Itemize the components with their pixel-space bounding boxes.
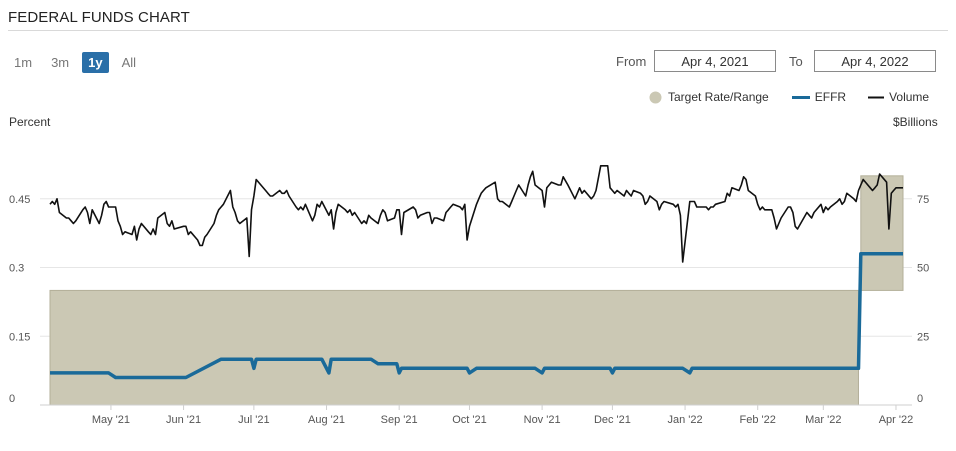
left-tick-label: 0.45 bbox=[9, 194, 30, 206]
legend-target-label: Target Rate/Range bbox=[668, 90, 769, 104]
from-date-input[interactable]: Apr 4, 2021 bbox=[654, 50, 776, 72]
right-tick-label: 25 bbox=[917, 331, 929, 343]
title-divider bbox=[8, 30, 948, 31]
right-tick-label: 50 bbox=[917, 263, 929, 275]
left-axis-title: Percent bbox=[9, 115, 51, 129]
x-tick-label: Feb '22 bbox=[740, 414, 776, 426]
target-range-band bbox=[860, 175, 904, 291]
x-tick-label: Apr '22 bbox=[879, 414, 914, 426]
to-label: To bbox=[789, 54, 803, 69]
x-tick-label: Oct '21 bbox=[452, 414, 487, 426]
x-tick-label: Aug '21 bbox=[308, 414, 345, 426]
range-1m-button[interactable]: 1m bbox=[14, 54, 33, 70]
legend-volume-marker bbox=[868, 96, 885, 98]
chart-legend: Target Rate/Range EFFR Volume bbox=[649, 89, 929, 105]
legend-volume-label: Volume bbox=[889, 90, 930, 104]
left-tick-label: 0 bbox=[9, 393, 15, 405]
right-tick-label: 0 bbox=[917, 393, 923, 405]
chart-title: FEDERAL FUNDS CHART bbox=[8, 9, 190, 26]
to-date-input[interactable]: Apr 4, 2022 bbox=[814, 50, 936, 72]
right-tick-label: 75 bbox=[917, 194, 929, 206]
from-label: From bbox=[616, 54, 647, 69]
x-tick-label: Jan '22 bbox=[667, 414, 702, 426]
legend-target-marker bbox=[649, 91, 662, 103]
left-tick-label: 0.3 bbox=[9, 263, 24, 275]
left-tick-label: 0.15 bbox=[9, 331, 30, 343]
x-tick-label: Nov '21 bbox=[524, 414, 561, 426]
range-selector: 1m 3m 1y All bbox=[8, 51, 149, 73]
legend-volume[interactable]: Volume bbox=[868, 90, 929, 104]
effr-series-line bbox=[50, 252, 903, 380]
x-tick-label: Mar '22 bbox=[805, 414, 841, 426]
range-1y-button[interactable]: 1y bbox=[82, 51, 109, 73]
legend-target[interactable]: Target Rate/Range bbox=[649, 90, 769, 104]
x-tick-label: Dec '21 bbox=[594, 414, 631, 426]
right-axis-title: $Billions bbox=[893, 115, 938, 129]
volume-series-line bbox=[49, 165, 903, 263]
legend-effr-marker bbox=[791, 95, 810, 99]
x-tick-label: Jun '21 bbox=[166, 414, 201, 426]
x-tick-label: Sep '21 bbox=[381, 414, 418, 426]
x-tick-label: Jul '21 bbox=[238, 414, 269, 426]
legend-effr[interactable]: EFFR bbox=[791, 90, 847, 104]
legend-effr-label: EFFR bbox=[814, 90, 847, 104]
x-tick-label: May '21 bbox=[92, 414, 130, 426]
target-range-band bbox=[49, 289, 859, 406]
range-all-button[interactable]: All bbox=[121, 54, 137, 70]
range-3m-button[interactable]: 3m bbox=[51, 54, 70, 70]
